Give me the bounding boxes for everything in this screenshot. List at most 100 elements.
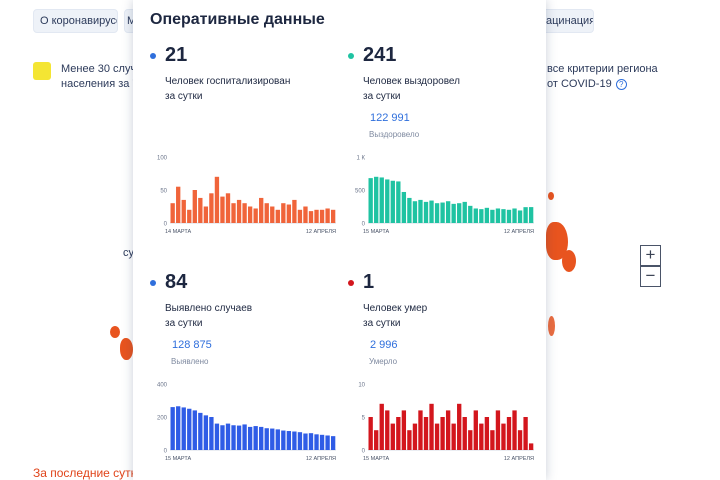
nav-pill-about-coronavirus[interactable]: О коронавирусе▾ [33,9,118,33]
stat-detected: 84 Выявлено случаев за сутки 128 875 Выя… [150,271,340,480]
chart-bar [506,417,512,450]
chart-bar [440,202,445,223]
chart-bar [374,176,379,223]
chart-bar [303,206,308,223]
chart-bar [225,423,231,450]
panel-title: Оперативные данные [150,11,325,28]
chart-bar [451,203,456,223]
chart-bar [187,209,192,223]
chart-bar [517,430,523,450]
x-end-label: 12 АПРЕЛЯ [306,456,336,462]
chart-bar [308,433,314,450]
y-tick-label: 50 [160,189,167,195]
y-tick-label: 0 [362,449,366,455]
chart-bar [314,209,319,223]
x-start-label: 15 МАРТА [363,229,389,235]
bar-chart-detected: 400 200 015 МАРТА 12 АПРЕЛЯ [157,383,336,463]
chart-bar [176,186,181,223]
chart-bar [236,425,242,450]
chart-bar [192,190,197,223]
chart-bar [412,423,418,450]
chart-bar [259,426,264,450]
chart-bar [214,176,220,223]
y-tick-label: 500 [355,189,366,195]
map-region-right-tail[interactable] [562,250,576,272]
nav-pill-label: ацинация [546,15,594,27]
map-region-left[interactable] [110,326,120,338]
chart-bar [330,436,336,450]
chart-bar [281,430,286,450]
y-tick-label: 10 [358,383,365,389]
help-icon[interactable]: ? [615,78,627,90]
chart-bar [396,181,401,223]
chart-bar [401,191,407,223]
chart-bar [506,209,512,223]
chart-bar [214,423,220,450]
chart-bar [275,209,280,223]
x-start-label: 14 МАРТА [165,229,191,235]
y-tick-label: 1 К [357,156,366,162]
chart-bar [181,407,186,450]
chart-bar [203,206,209,223]
chart-bar [490,430,495,450]
map-region-right-small[interactable] [548,192,554,200]
chart-bar [187,408,192,450]
zoom-out-button[interactable]: − [640,266,661,287]
chart-bar [528,207,534,223]
legend-text: Менее 30 случаев населения за 7 су [61,63,133,90]
chart-bar [292,199,297,223]
chart-bar [231,425,236,450]
chart-bar [203,415,209,450]
chart-bar [236,199,242,223]
nav-pill-label: О коронавирусе [40,15,118,27]
chart-bar [374,430,379,450]
x-end-label: 12 АПРЕЛЯ [504,229,534,235]
chart-bar [297,209,303,223]
chart-bar [385,179,390,223]
chart-bar [303,433,308,450]
chart-bar [270,206,275,223]
chart-bar [495,410,501,450]
chart-bar [429,403,434,450]
chart-bar [286,204,292,223]
zoom-in-button[interactable]: + [640,245,661,266]
chart-bar [253,208,258,223]
map-region-right[interactable] [546,222,568,260]
chart-bar [192,410,197,450]
chart-bar [225,193,231,223]
chart-bar [457,203,462,223]
chart-bar [462,417,467,450]
chart-bar [368,178,373,223]
chart-bar [264,428,269,450]
chart-bar [434,423,440,450]
chart-bar [407,197,412,223]
map-region-right-lower[interactable] [548,316,555,336]
y-tick-label: 200 [157,416,168,422]
stat-total-label: Выявлено [171,357,209,366]
chart-bar [325,435,330,450]
stat-total-label: Выздоровело [369,130,420,139]
stat-value: 84 [165,271,188,293]
chart-bar [242,203,247,223]
chart-bar [181,199,186,223]
operational-data-panel: Оперативные данные 21 Человек госпитализ… [133,0,546,480]
bullet-dot [150,280,156,286]
chart-bar [429,200,434,223]
bar-chart-recovered: 1 К 500 015 МАРТА 12 АПРЕЛЯ [355,156,534,236]
chart-bar [314,434,319,450]
chart-bar [401,410,407,450]
chart-bar [247,206,253,223]
map-region-left-lower[interactable] [120,338,133,360]
chart-bar [468,205,473,223]
chart-bar [501,423,506,450]
map-fragment-text: су [123,247,134,259]
legend-swatch-yellow [33,62,51,80]
last-day-link[interactable]: За последние сутк [33,466,136,480]
chart-bar [512,208,517,223]
chart-bar [523,417,528,450]
stat-description: Человек умер за сутки [363,303,428,329]
nav-pill-vaccination[interactable]: ацинация▾ [546,9,594,33]
chart-bar [242,424,247,450]
chart-bar [412,201,418,223]
stat-value: 1 [363,271,375,293]
